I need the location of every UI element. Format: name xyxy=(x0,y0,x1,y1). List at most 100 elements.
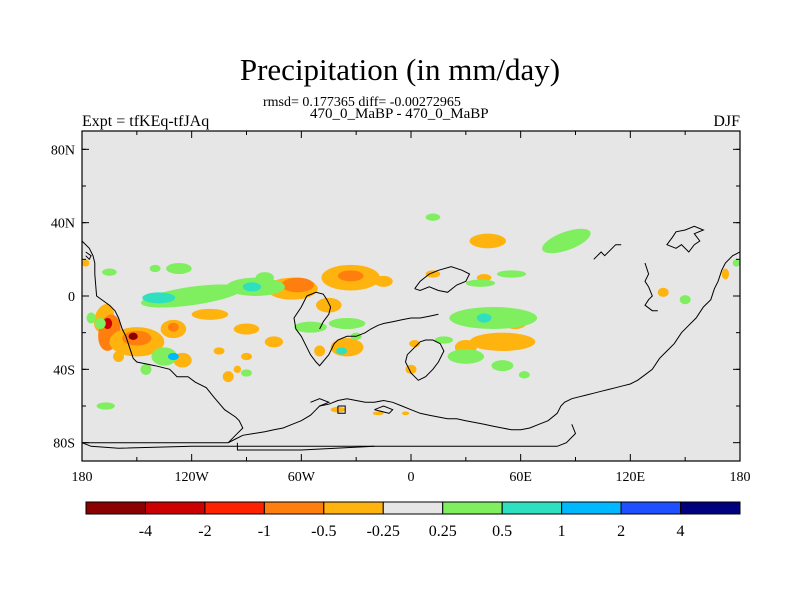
anomaly-region-39 xyxy=(233,365,242,374)
x-tick-label-0: 180 xyxy=(72,470,93,485)
anomaly-region-14 xyxy=(330,338,364,357)
season-label: DJF xyxy=(713,113,740,130)
anomaly-region-44 xyxy=(242,282,262,292)
colorbar-box-5 xyxy=(382,501,444,515)
colorbar-label-8: 2 xyxy=(617,523,625,540)
anomaly-region-64 xyxy=(149,264,161,273)
anomaly-region-70 xyxy=(434,336,454,344)
anomaly-region-12 xyxy=(241,352,252,361)
anomaly-region-57 xyxy=(518,371,530,379)
anomaly-region-10 xyxy=(264,336,284,348)
anomaly-region-35 xyxy=(721,268,730,280)
coastline-7 xyxy=(404,339,445,381)
anomaly-region-38 xyxy=(213,347,225,355)
colorbar-label-7: 1 xyxy=(558,523,566,540)
anomaly-region-19 xyxy=(337,270,364,282)
coastline-13 xyxy=(644,262,658,312)
x-tick-label-6: 180 xyxy=(730,470,751,485)
x-tick-label-2: 60W xyxy=(288,470,316,485)
anomaly-region-13 xyxy=(222,371,234,383)
colorbar: -4 -2 -1 -0.5 -0.25 0.25 0.5 1 2 4 xyxy=(85,501,741,540)
coastline-4 xyxy=(236,442,375,451)
anomaly-region-20 xyxy=(315,297,342,313)
anomaly-region-21 xyxy=(374,275,393,287)
stats-line: rmsd= 0.177365 diff= -0.00272965 xyxy=(263,95,461,110)
anomaly-region-33 xyxy=(401,411,410,416)
anomaly-region-48 xyxy=(140,363,152,375)
anomaly-region-68 xyxy=(732,259,740,267)
anomaly-region-8 xyxy=(191,308,229,320)
x-tick-label-1: 120W xyxy=(175,470,210,485)
anomaly-region-46 xyxy=(151,347,178,366)
anomaly-region-17 xyxy=(281,277,315,293)
anomaly-region-43 xyxy=(142,292,176,304)
x-tick-label-4: 60E xyxy=(509,470,532,485)
coastline-12 xyxy=(593,244,622,260)
colorbar-box-7 xyxy=(501,501,563,515)
case-line: 470_0_MaBP - 470_0_MaBP xyxy=(310,106,489,122)
colorbar-box-1 xyxy=(144,501,206,515)
coastline-6 xyxy=(306,291,332,330)
anomaly-region-15 xyxy=(314,345,326,357)
anomaly-region-54 xyxy=(476,313,492,323)
coastline-2 xyxy=(82,251,740,444)
anomaly-region-61 xyxy=(465,279,496,287)
anomaly-region-66 xyxy=(86,312,96,324)
anomaly-region-63 xyxy=(166,263,192,274)
anomaly-region-37 xyxy=(82,259,90,267)
coastline-5 xyxy=(293,295,439,367)
colorbar-label-6: 0.5 xyxy=(492,523,512,540)
colorbar-box-6 xyxy=(442,501,503,515)
anomaly-region-34 xyxy=(657,287,669,297)
colorbar-box-0 xyxy=(85,501,146,515)
anomaly-region-62 xyxy=(102,268,117,276)
anomaly-region-59 xyxy=(496,270,527,278)
anomaly-region-67 xyxy=(679,295,691,305)
colorbar-box-9 xyxy=(620,501,682,515)
anomaly-region-29 xyxy=(409,340,421,348)
y-tick-label-2: 0 xyxy=(68,290,75,305)
colorbar-label-9: 4 xyxy=(677,523,685,540)
anomaly-region-25 xyxy=(469,332,536,352)
y-tick-label-0: 80N xyxy=(51,143,75,158)
coastline-9 xyxy=(337,405,346,414)
anomaly-region-49 xyxy=(294,321,327,333)
anomaly-region-9 xyxy=(233,323,260,335)
anomaly-region-32 xyxy=(372,411,384,416)
anomaly-region-47 xyxy=(167,352,179,361)
coastline-3 xyxy=(82,424,577,449)
anomaly-region-55 xyxy=(447,349,485,364)
y-tick-label-4: 80S xyxy=(53,437,75,452)
coastline-11 xyxy=(414,266,471,293)
colorbar-box-3 xyxy=(263,501,325,515)
anomaly-region-65 xyxy=(96,402,115,410)
experiment-label: Expt = tfKEq-tfJAq xyxy=(82,113,210,130)
y-tick-label-3: 40S xyxy=(53,363,75,378)
coastline-1 xyxy=(82,240,96,274)
colorbar-label-3: -0.5 xyxy=(311,523,336,540)
colorbar-box-2 xyxy=(204,501,265,515)
colorbar-label-4: -0.25 xyxy=(367,523,400,540)
colorbar-box-8 xyxy=(561,501,622,515)
anomaly-region-22 xyxy=(469,233,507,249)
colorbar-label-2: -1 xyxy=(258,523,271,540)
colorbar-label-0: -4 xyxy=(139,523,152,540)
chart-title: Precipitation (in mm/day) xyxy=(239,52,561,87)
anomaly-region-50 xyxy=(328,318,366,329)
contour-fill-layer xyxy=(82,213,740,416)
x-tick-label-5: 120E xyxy=(616,470,646,485)
anomaly-region-7 xyxy=(167,322,179,332)
colorbar-label-1: -2 xyxy=(198,523,211,540)
anomaly-region-56 xyxy=(491,360,514,372)
coastline-8 xyxy=(310,398,331,407)
anomaly-region-53 xyxy=(449,307,538,329)
y-tick-label-1: 40N xyxy=(51,217,75,232)
anomaly-region-52 xyxy=(336,347,348,355)
y-axis: 80N 40N 0 40S 80S xyxy=(51,143,740,452)
anomaly-region-42 xyxy=(255,272,274,284)
coastline-15 xyxy=(85,251,92,261)
anomaly-region-2 xyxy=(103,318,113,329)
anomaly-region-69 xyxy=(241,369,252,377)
anomaly-region-36 xyxy=(113,351,125,362)
x-tick-label-3: 0 xyxy=(408,470,415,485)
